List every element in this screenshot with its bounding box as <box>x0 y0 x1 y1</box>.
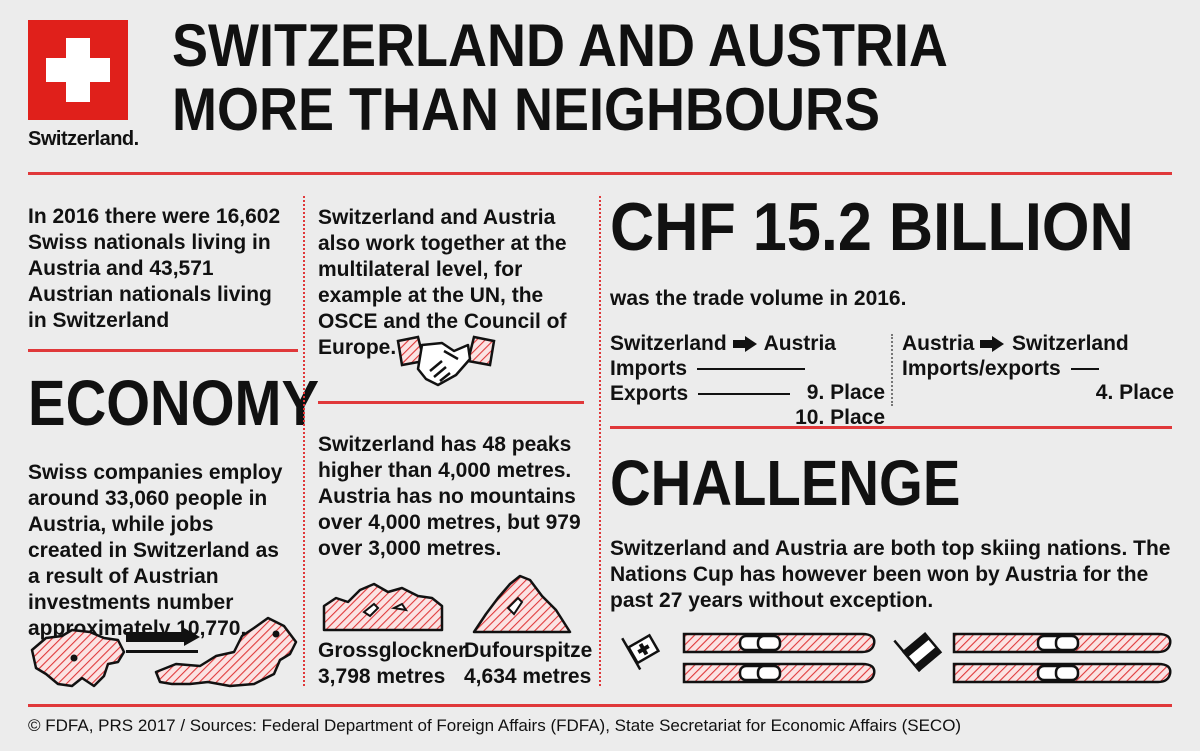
col2-separator <box>599 196 601 686</box>
at-to-ch-heading: Austria Switzerland <box>902 332 1174 356</box>
dufourspitze-label: Dufourspitze 4,634 metres <box>464 638 592 690</box>
title-line-2: MORE THAN NEIGHBOURS <box>172 76 881 143</box>
swiss-cross-logo <box>28 20 128 120</box>
trade-to: Austria <box>763 332 836 355</box>
mountain-height: 3,798 metres <box>318 665 446 688</box>
trade-divider <box>610 426 1172 429</box>
handshake-icon <box>396 335 496 387</box>
footer-divider <box>28 704 1172 707</box>
arrow-right-icon <box>980 332 1006 356</box>
col2-divider <box>318 401 584 404</box>
austria-flag-icon <box>893 632 943 672</box>
ch-to-at-heading: Switzerland Austria <box>610 332 885 356</box>
peaks-text: Switzerland has 48 peaks higher than 4,0… <box>318 433 581 560</box>
mountain-name: Grossglockner <box>318 639 467 662</box>
trade-amount: CHF 15.2 BILLION <box>610 189 1134 265</box>
switzerland-map-icon <box>30 628 126 688</box>
title-line-1: SWITZERLAND AND AUSTRIA <box>172 12 948 79</box>
trade-row-place: 9. Place <box>806 381 885 404</box>
trade-row-label: Exports <box>610 382 689 405</box>
economy-heading: ECONOMY <box>28 367 320 439</box>
trade-from: Austria <box>902 332 975 355</box>
trade-from: Switzerland <box>610 332 727 355</box>
trade-row-place: 10. Place <box>795 406 885 429</box>
trade-to: Switzerland <box>1012 332 1129 355</box>
ski-icon <box>952 632 1172 684</box>
arrow-right-icon <box>732 332 759 356</box>
trade-row-label: Imports <box>610 357 688 380</box>
trade-row: Imports 9. Place <box>610 357 885 404</box>
grossglockner-label: Grossglockner 3,798 metres <box>318 638 466 690</box>
arrow-icon <box>126 628 200 653</box>
trade-row-label: Imports/exports <box>902 357 1061 380</box>
ch-to-at-block: Switzerland Austria Imports 9. Place Exp… <box>610 332 885 430</box>
footer-sources: © FDFA, PRS 2017 / Sources: Federal Depa… <box>28 716 962 735</box>
header-divider <box>28 172 1172 175</box>
col1-divider <box>28 349 298 352</box>
challenge-text: Switzerland and Austria are both top ski… <box>610 537 1171 612</box>
page-title: SWITZERLAND AND AUSTRIA MORE THAN NEIGHB… <box>172 14 948 142</box>
grossglockner-mountain-icon <box>322 582 444 632</box>
nationals-text: In 2016 there were 16,602 Swiss national… <box>28 205 281 332</box>
trade-caption: was the trade volume in 2016. <box>610 287 907 310</box>
austria-map-icon <box>154 616 298 688</box>
challenge-heading: CHALLENGE <box>610 447 961 519</box>
trade-separator <box>891 334 893 406</box>
dufourspitze-mountain-icon <box>472 574 572 634</box>
multilateral-text: Switzerland and Austria also work togeth… <box>318 206 567 359</box>
trade-row: Imports/exports 4. Place <box>902 357 1174 404</box>
trade-row: Exports 10. Place <box>610 382 885 429</box>
trade-row-place: 4. Place <box>1095 381 1174 404</box>
logo-label: Switzerland. <box>28 128 139 150</box>
ski-icon <box>682 632 876 684</box>
mountain-height: 4,634 metres <box>464 665 592 688</box>
at-to-ch-block: Austria Switzerland Imports/exports 4. P… <box>902 332 1174 405</box>
mountain-name: Dufourspitze <box>464 639 593 662</box>
swiss-flag-icon <box>621 633 661 671</box>
col1-separator <box>303 196 305 686</box>
